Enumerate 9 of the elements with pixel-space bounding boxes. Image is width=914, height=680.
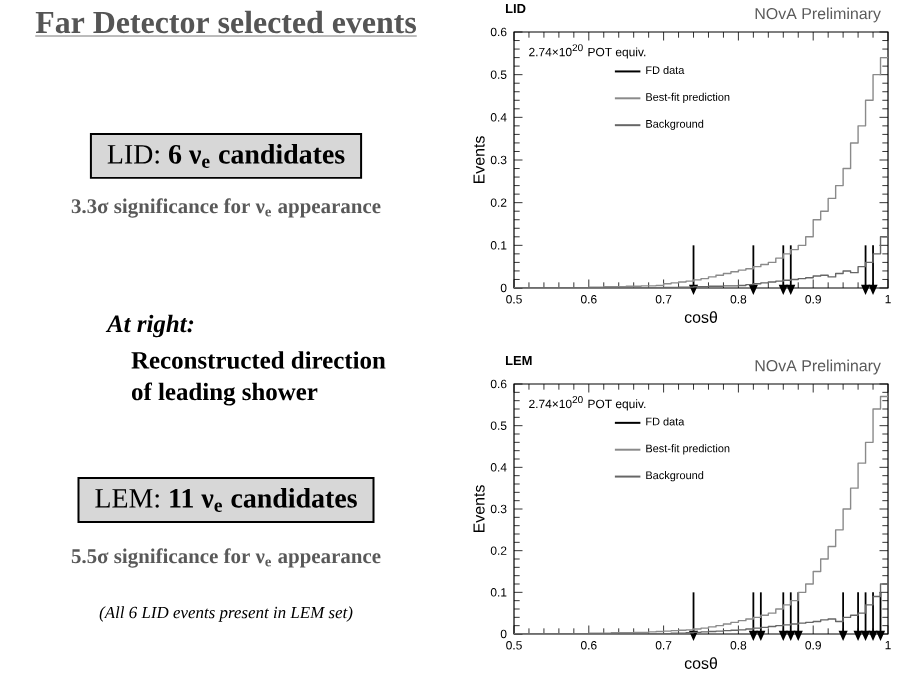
text: Reconstructed direction [131,351,386,369]
text: 3.3σ significance for ν$_{e}$ appearance [71,198,381,218]
text: At right: [105,314,194,338]
text: of leading shower [131,382,318,406]
text: LID: 6 ν$_{e}$ candidates [107,144,345,168]
text: Far Detector selected events [35,10,416,34]
text: 5.5σ significance for ν$_{e}$ appearance [71,548,381,568]
text: (All 6 LID events present in LEM set) [99,606,353,622]
text: LEM: 11 ν$_{e}$ candidates [95,488,357,512]
